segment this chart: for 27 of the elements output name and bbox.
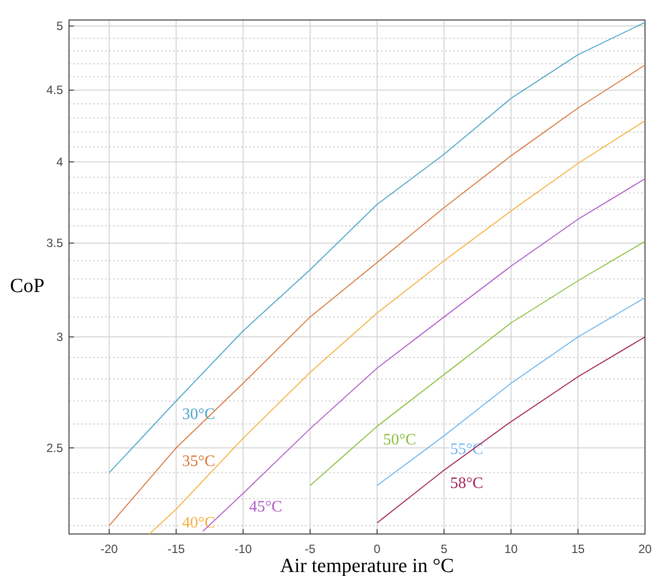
x-tick-label: -5 bbox=[304, 542, 316, 556]
x-tick-label: 0 bbox=[374, 542, 381, 556]
series-label: 45°C bbox=[249, 498, 282, 516]
x-tick-label: 15 bbox=[571, 542, 586, 556]
x-axis-title: Air temperature in °C bbox=[280, 555, 454, 576]
line-series bbox=[376, 336, 646, 524]
x-tick-label: 10 bbox=[504, 542, 518, 556]
x-tick-label: -15 bbox=[167, 542, 186, 556]
x-tick-label: -10 bbox=[234, 542, 252, 556]
y-tick-label: 3 bbox=[56, 330, 64, 344]
line-series bbox=[108, 64, 646, 526]
x-tick-label: 5 bbox=[440, 542, 448, 556]
series-label: 58°C bbox=[450, 475, 484, 492]
x-tick-label: -20 bbox=[100, 542, 118, 556]
series-label: 50°C bbox=[383, 431, 416, 448]
line-series bbox=[148, 120, 646, 534]
line-series bbox=[376, 297, 646, 486]
y-tick-label: 4 bbox=[56, 154, 64, 169]
y-axis-title: CoP bbox=[10, 275, 44, 297]
line-series bbox=[310, 240, 646, 486]
y-tick-label: 4.5 bbox=[46, 83, 64, 98]
x-tick-label: 20 bbox=[638, 542, 652, 556]
y-tick-label: 2.5 bbox=[46, 440, 64, 455]
y-tick-label: 5 bbox=[56, 19, 64, 34]
series-label: 35°C bbox=[182, 452, 216, 470]
y-tick-label: 3.5 bbox=[46, 236, 64, 250]
line-series bbox=[108, 22, 646, 474]
